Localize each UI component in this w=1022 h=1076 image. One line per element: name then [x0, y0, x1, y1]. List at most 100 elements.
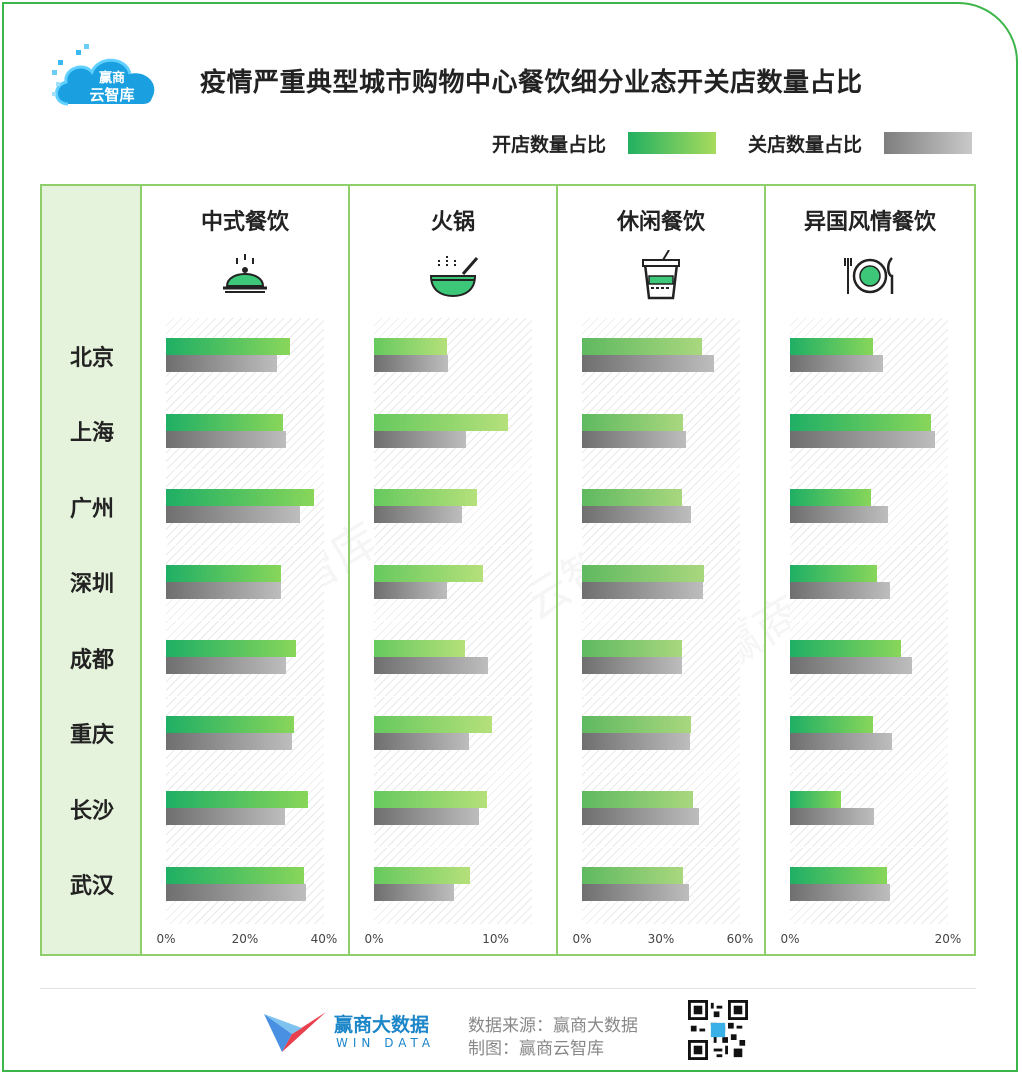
bar-open [790, 715, 873, 733]
bar-close [374, 355, 449, 372]
bar-close [582, 430, 687, 448]
food-cloche-icon [223, 254, 267, 293]
row-divider [582, 695, 740, 697]
row-divider [374, 620, 532, 621]
bar-open [582, 413, 684, 431]
bar-open [790, 413, 931, 431]
bar-open [582, 640, 683, 657]
row-divider [374, 771, 532, 772]
panel-title: 火锅 [430, 210, 475, 235]
row-divider [166, 469, 324, 470]
bar-open [582, 715, 692, 733]
row-divider [166, 695, 324, 697]
footer-brand-en: WIN DATA [336, 1036, 436, 1050]
panel-2: 火锅 0% 10% [350, 186, 558, 954]
footer-brand: 赢商大数据 [334, 1014, 430, 1036]
row-divider [790, 695, 948, 697]
row-divider [790, 620, 948, 621]
bar-open [166, 413, 283, 431]
bar-open [790, 791, 842, 808]
city-label: 北京 [69, 345, 114, 371]
bar-close [582, 808, 700, 825]
bar-close [582, 732, 690, 750]
row-divider [790, 544, 948, 546]
chart-title: 疫情严重典型城市购物中心餐饮细分业态开关店数量占比 [200, 68, 863, 98]
row-divider [582, 393, 740, 395]
plot-area [582, 318, 740, 924]
bar-close [790, 430, 935, 448]
row-divider [374, 469, 532, 470]
city-label: 武汉 [69, 874, 114, 900]
bar-close [166, 732, 293, 750]
bar-close [790, 506, 888, 523]
panel-title: 休闲餐饮 [616, 210, 705, 235]
axis-tick-label: 0% [780, 932, 800, 946]
row-divider [582, 544, 740, 546]
bar-close [166, 657, 287, 674]
city-label: 重庆 [69, 723, 114, 749]
chart-panels: 北京 上海 广州 深圳 成都 重庆 长沙 武汉 中式餐饮 0% 20% 40% 火锅 0% 10% 休闲餐饮… [40, 184, 976, 956]
bar-close [790, 883, 891, 901]
bar-open [374, 413, 508, 431]
city-column: 北京 上海 广州 深圳 成都 重庆 长沙 武汉 [42, 186, 142, 954]
footer-source: 数据来源：赢商大数据 [468, 1016, 638, 1036]
bar-close [790, 355, 884, 372]
plot-area [790, 318, 948, 924]
row-divider [166, 771, 324, 772]
row-divider [582, 469, 740, 470]
bar-open [166, 791, 309, 808]
bar-open [166, 489, 315, 506]
panel-4: 异国风情餐饮 0% 20% [766, 186, 974, 954]
bar-close [374, 732, 469, 750]
bar-open [166, 715, 295, 733]
bar-close [582, 883, 689, 901]
row-divider [790, 469, 948, 470]
row-divider [582, 846, 740, 848]
svg-text:云智库: 云智库 [89, 86, 134, 104]
plate-cutlery-icon [844, 257, 894, 294]
axis-tick-label: 20% [934, 932, 962, 946]
city-label: 长沙 [69, 798, 114, 824]
bar-close [166, 883, 307, 901]
windata-logo-icon [264, 1012, 326, 1052]
bar-close [374, 506, 462, 523]
bar-open [374, 715, 492, 733]
bar-open [790, 866, 888, 884]
bar-open [374, 338, 447, 355]
bar-close [374, 808, 479, 825]
bar-close [582, 581, 704, 599]
bar-close [166, 506, 301, 523]
bar-open [582, 564, 705, 582]
bar-close [582, 506, 692, 523]
bar-open [790, 338, 873, 355]
bar-open [374, 564, 484, 582]
bar-close [582, 657, 683, 674]
bar-close [166, 430, 287, 448]
bar-close [790, 808, 874, 825]
row-divider [790, 393, 948, 395]
bar-close [374, 430, 467, 448]
axis-tick-label: 30% [647, 932, 675, 946]
panel-title: 中式餐饮 [200, 210, 289, 235]
city-label: 深圳 [69, 572, 114, 598]
row-divider [166, 846, 324, 848]
row-divider [374, 393, 532, 395]
row-divider [790, 846, 948, 848]
bar-close [166, 355, 277, 372]
bar-close [166, 581, 281, 599]
axis-tick-label: 0% [364, 932, 384, 946]
row-divider [166, 393, 324, 395]
drink-cup-icon [642, 250, 680, 300]
city-label: 成都 [69, 647, 114, 673]
plot-area [374, 318, 532, 924]
bar-open [582, 866, 684, 884]
panel-title: 异国风情餐饮 [803, 210, 936, 235]
hotpot-bowl-icon [429, 256, 479, 298]
legend-open-swatch [628, 132, 716, 154]
bar-open [790, 564, 877, 582]
row-divider [166, 620, 324, 621]
row-divider [582, 620, 740, 621]
row-divider [166, 544, 324, 546]
bar-close [374, 581, 447, 599]
